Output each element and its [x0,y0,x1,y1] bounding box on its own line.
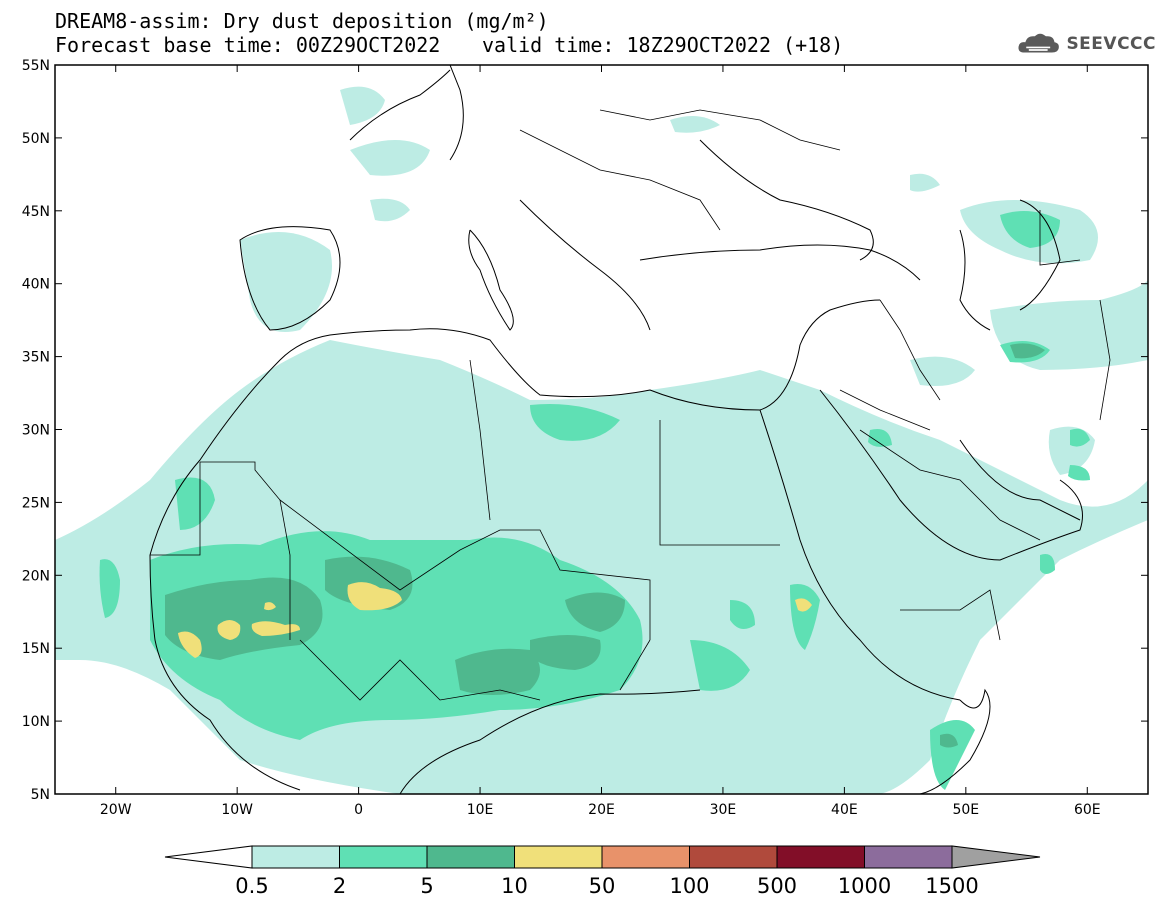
lon-label: 30E [710,802,737,818]
lon-label: 0 [354,802,363,818]
colorbar-swatch [426,845,515,869]
lat-label: 20N [22,568,50,584]
lat-label: 10N [22,714,50,730]
lat-label: 25N [22,495,50,511]
lat-label: 40N [22,277,50,293]
colorbar-label: 2 [333,874,346,898]
forecast-base-time: Forecast base time: 00Z29OCT2022 [55,33,441,57]
colorbar: 0.5 2 5 10 50 100 500 1000 1500 [164,845,1041,898]
colorbar-label: 500 [757,874,797,898]
colorbar-swatch [514,845,603,869]
borders [150,109,1111,701]
colorbar-swatch [339,845,428,869]
lat-label: 5N [31,787,50,803]
colorbar-label: 50 [589,874,616,898]
lon-label: 10W [221,802,253,818]
coastlines [149,65,1083,794]
valid-time: valid time: 18Z29OCT2022 (+18) [482,33,844,57]
deposition-level-4 [178,582,812,658]
lat-label: 30N [22,423,50,439]
latitude-axis: 55N 50N 45N 40N 35N 30N 25N 20N 15N 10N 5N [22,58,1148,803]
dust-field [55,86,1148,794]
lat-label: 55N [22,58,50,74]
longitude-axis: 20W 10W 0 10E 20E 30E 40E 50E 60E [100,65,1101,818]
colorbar-swatch [864,845,953,869]
lat-label: 45N [22,204,50,220]
colorbar-label: 10 [501,874,528,898]
lon-label: 20E [588,802,615,818]
lon-label: 10E [467,802,494,818]
seevccc-logo: SEEVCCC [1016,24,1156,64]
colorbar-swatch [776,845,865,869]
lon-label: 20W [100,802,132,818]
lat-label: 50N [22,131,50,147]
lon-label: 40E [831,802,858,818]
lon-label: 60E [1074,802,1101,818]
cloud-icon [1018,33,1059,53]
colorbar-over-triangle [951,845,1041,869]
lat-label: 35N [22,350,50,366]
colorbar-label: 1000 [838,874,891,898]
colorbar-under-triangle [164,845,253,869]
colorbar-swatch [601,845,690,869]
lon-label: 50E [952,802,979,818]
colorbar-label: 100 [669,874,709,898]
colorbar-swatch [251,845,340,869]
colorbar-swatch [689,845,778,869]
colorbar-label: 0.5 [235,874,268,898]
logo-text: SEEVCCC [1066,34,1156,54]
colorbar-label: 1500 [925,874,978,898]
colorbar-label: 5 [420,874,433,898]
lat-label: 15N [22,641,50,657]
map-title: DREAM8-assim: Dry dust deposition (mg/m²… [55,9,549,33]
